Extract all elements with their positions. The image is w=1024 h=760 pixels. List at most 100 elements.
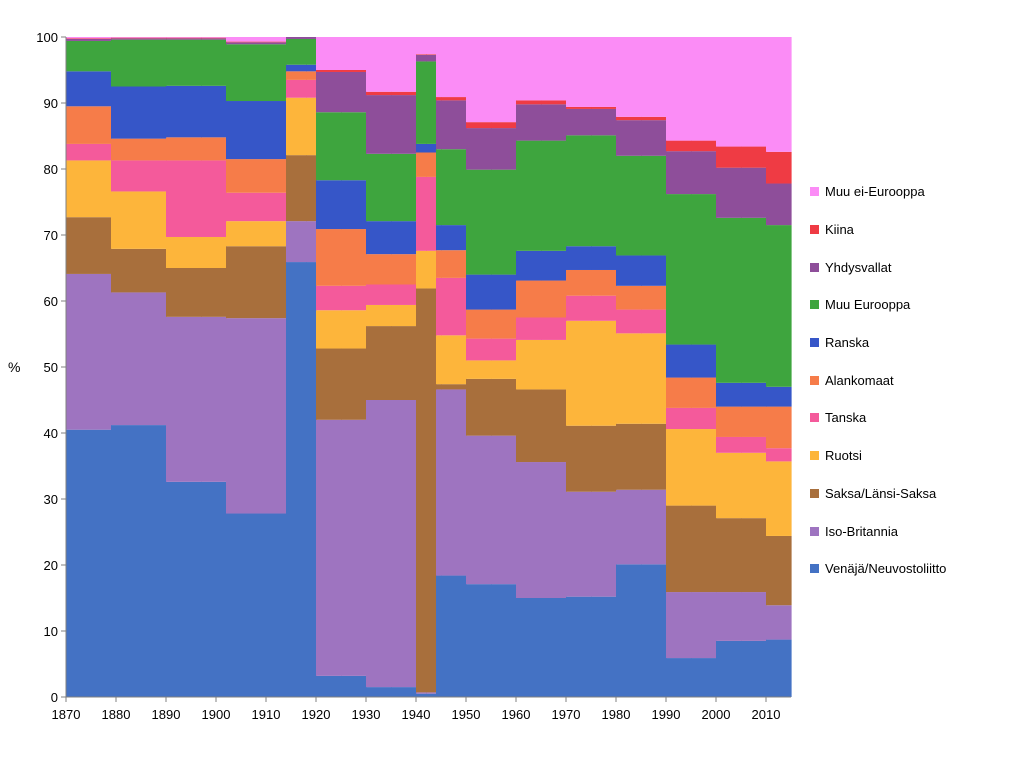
area-segment-ven-j-neuvostoliitto-1902: [226, 513, 287, 697]
area-segment-muu-eurooppa-1980: [616, 155, 642, 256]
area-segment-saksa-l-nsi-saksa-2005: [741, 518, 767, 593]
area-segment-tanska-1890: [166, 160, 202, 237]
area-segment-alankomaat-2000: [716, 406, 742, 437]
area-segment-alankomaat-1918: [306, 71, 317, 80]
area-segment-kiina-1970: [566, 106, 592, 109]
area-segment-kiina-1930: [366, 91, 392, 96]
area-segment-yhdysvallat-1890: [166, 38, 202, 40]
area-segment-ranska-1902: [226, 101, 287, 160]
area-segment-ruotsi-1995: [691, 429, 717, 506]
area-segment-saksa-l-nsi-saksa-1944: [436, 384, 442, 390]
legend-label: Muu Eurooppa: [825, 297, 911, 313]
area-segment-saksa-l-nsi-saksa-1945: [441, 384, 467, 390]
y-tick-label: 0: [51, 690, 58, 705]
area-segment-muu-eurooppa-1955: [491, 169, 517, 275]
legend-swatch: [810, 526, 819, 536]
area-segment-yhdysvallat-1965: [541, 104, 567, 141]
area-segment-ruotsi-1975: [591, 320, 617, 426]
area-segment-alankomaat-1902: [226, 159, 287, 193]
area-segment-alankomaat-1920: [316, 229, 342, 286]
legend-swatch: [810, 300, 819, 310]
area-segment-ven-j-neuvostoliitto-1870: [66, 429, 112, 697]
area-segment-saksa-l-nsi-saksa-1920: [316, 348, 342, 420]
area-segment-yhdysvallat-1870: [66, 38, 112, 41]
area-segment-ranska-1950: [466, 274, 492, 310]
y-tick-label: 20: [44, 558, 58, 573]
legend-swatch: [810, 488, 819, 498]
y-tick-label: 70: [44, 228, 58, 243]
area-segment-ranska-1980: [616, 255, 642, 286]
area-segment-muu-ei-eurooppa-1995: [691, 37, 717, 141]
area-segment-ranska-1870: [66, 71, 112, 107]
area-segment-ruotsi-1945: [441, 335, 467, 385]
area-segment-ruotsi-1920: [316, 310, 342, 349]
area-segment-muu-eurooppa-1965: [541, 140, 567, 251]
legend-item: Yhdysvallat: [810, 248, 1010, 286]
area-segment-kiina-1990: [666, 140, 692, 152]
area-segment-alankomaat-1945: [441, 250, 467, 278]
area-segment-ven-j-neuvostoliitto-1945: [441, 575, 467, 697]
area-segment-alankomaat-1950: [466, 309, 492, 339]
area-segment-alankomaat-2005: [741, 406, 767, 437]
area-segment-muu-ei-eurooppa-1975: [591, 37, 617, 107]
legend-label: Ruotsi: [825, 448, 862, 464]
area-segment-ranska-1920: [316, 180, 342, 230]
legend-label: Muu ei-Eurooppa: [825, 184, 925, 200]
area-segment-muu-eurooppa-1930: [366, 153, 392, 222]
area-segment-iso-britannia-1985: [641, 489, 667, 565]
area-segment-saksa-l-nsi-saksa-1879: [111, 248, 167, 293]
area-segment-ranska-1965: [541, 250, 567, 281]
area-segment-yhdysvallat-1935: [391, 95, 417, 154]
area-segment-ruotsi-1980: [616, 333, 642, 424]
area-segment-ranska-1995: [691, 344, 717, 378]
area-segment-saksa-l-nsi-saksa-1935: [391, 326, 417, 400]
area-segment-alankomaat-1970: [566, 269, 592, 296]
area-segment-muu-ei-eurooppa-1897: [201, 37, 227, 38]
area-segment-yhdysvallat-1960: [516, 104, 542, 141]
area-segment-alankomaat-1890: [166, 137, 202, 161]
area-segment-tanska-1950: [466, 338, 492, 361]
area-segment-iso-britannia-1930: [366, 400, 392, 688]
area-segment-tanska-1870: [66, 143, 112, 161]
area-segment-alankomaat-1995: [691, 377, 717, 408]
legend: Muu ei-Eurooppa Kiina Yhdysvallat Muu Euroo…: [810, 173, 1010, 588]
area-segment-tanska-1945: [441, 277, 467, 336]
area-segment-ven-j-neuvostoliitto-1930: [366, 687, 392, 697]
area-segment-iso-britannia-1920: [316, 419, 342, 676]
area-segment-muu-ei-eurooppa-1902: [226, 37, 287, 42]
x-tick-label: 1950: [452, 707, 481, 722]
area-segment-saksa-l-nsi-saksa-1995: [691, 505, 717, 593]
area-segment-ranska-2000: [716, 382, 742, 407]
x-tick-label: 2000: [702, 707, 731, 722]
area-segment-tanska-2005: [741, 436, 767, 453]
area-segment-alankomaat-1985: [641, 285, 667, 310]
area-segment-tanska-1990: [666, 407, 692, 430]
legend-label: Tanska: [825, 410, 867, 426]
area-segment-ruotsi-1902: [226, 221, 287, 247]
area-segment-ranska-1942: [426, 143, 437, 153]
area-segment-yhdysvallat-1944: [436, 100, 442, 150]
legend-item: Alankomaat: [810, 361, 1010, 399]
area-segment-yhdysvallat-1897: [201, 38, 227, 40]
area-segment-iso-britannia-1897: [201, 316, 227, 482]
y-tick-label: 60: [44, 294, 58, 309]
area-segment-ruotsi-2005: [741, 452, 767, 519]
area-segment-ven-j-neuvostoliitto-1970: [566, 596, 592, 697]
legend-label: Venäjä/Neuvostoliitto: [825, 561, 947, 577]
x-tick-label: 1880: [102, 707, 131, 722]
area-segment-saksa-l-nsi-saksa-1925: [341, 348, 367, 420]
area-segment-yhdysvallat-1980: [616, 120, 642, 156]
area-segment-iso-britannia-2005: [741, 592, 767, 641]
legend-swatch: [810, 225, 819, 235]
area-segment-muu-ei-eurooppa-1930: [366, 37, 392, 92]
area-segment-muu-eurooppa-1935: [391, 153, 417, 222]
area-segment-saksa-l-nsi-saksa-1890: [166, 268, 202, 317]
area-segment-muu-ei-eurooppa-1945: [441, 37, 467, 98]
area-segment-muu-ei-eurooppa-1925: [341, 37, 367, 70]
area-segment-ven-j-neuvostoliitto-1897: [201, 481, 227, 697]
area-segment-ven-j-neuvostoliitto-1935: [391, 687, 417, 697]
area-segment-kiina-1920: [316, 70, 342, 72]
legend-item: Iso-Britannia: [810, 512, 1010, 550]
area-segment-yhdysvallat-1995: [691, 151, 717, 195]
area-segment-kiina-1980: [616, 116, 642, 121]
